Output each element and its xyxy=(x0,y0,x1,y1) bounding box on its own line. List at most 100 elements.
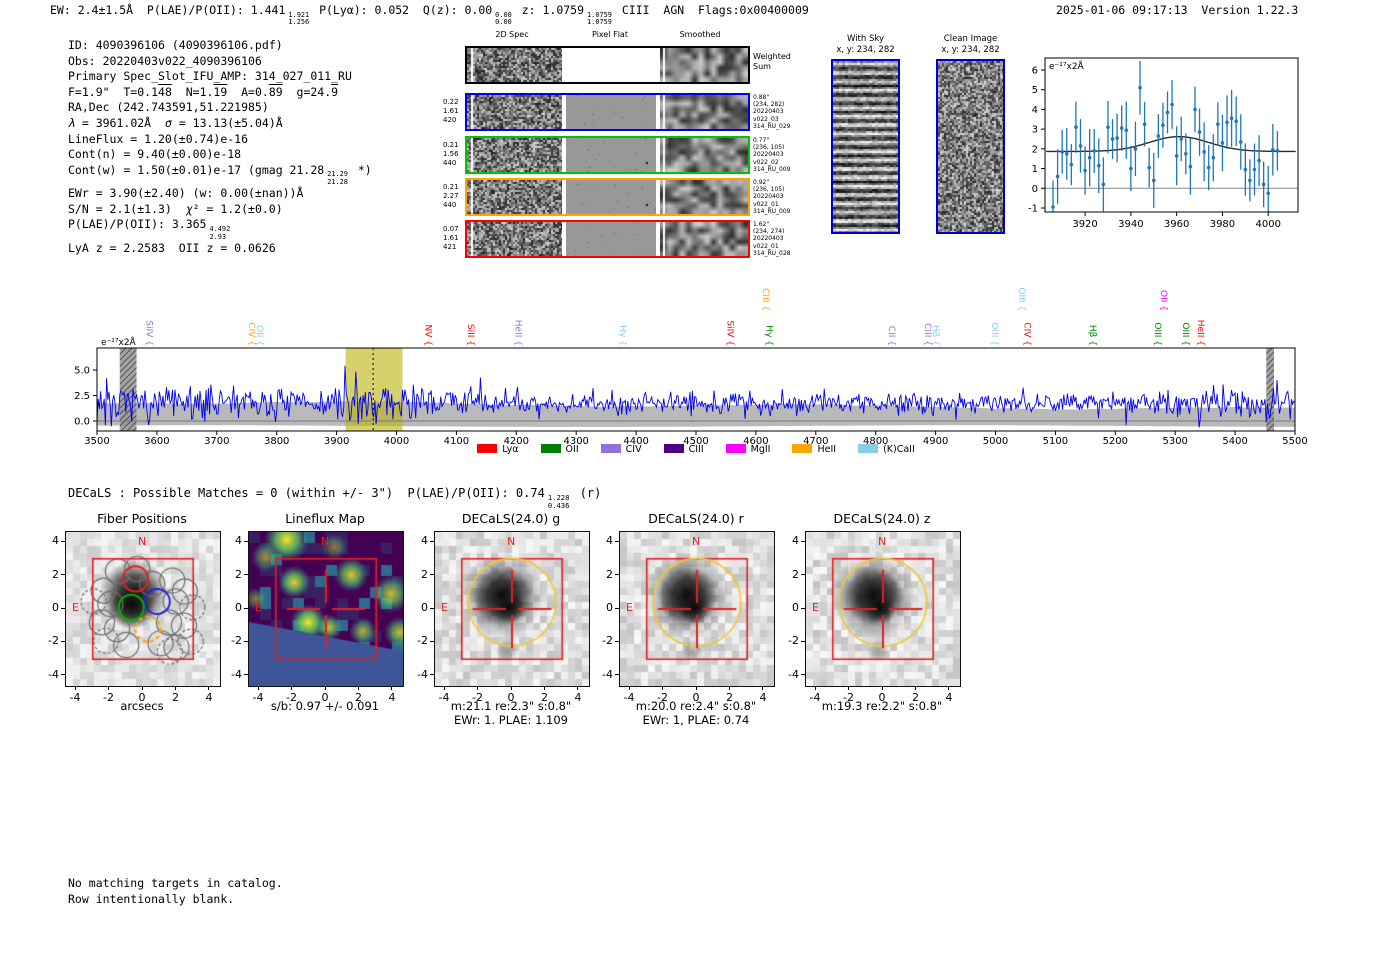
emission-line-label: OII { xyxy=(1158,290,1168,311)
cutout-row-left-labels: 0.22 1.61 420 xyxy=(443,98,459,124)
emission-line-label: Hβ { xyxy=(930,325,940,346)
emission-line-label: CIII { xyxy=(760,288,770,311)
sky-panel-coords: x, y: 234, 282 xyxy=(941,45,1000,55)
emission-line-label: OIII { xyxy=(1152,322,1162,346)
y-tick-label: -4 xyxy=(48,667,59,681)
spectrum-x-tick: 3900 xyxy=(324,436,349,447)
panel-image xyxy=(434,531,590,687)
panel-image xyxy=(619,531,775,687)
spectrum-x-tick: 4800 xyxy=(863,436,888,447)
x-tick-label: -2 xyxy=(472,691,483,704)
header-timestamp-version: 2025-01-06 09:17:13 Version 1.22.3 xyxy=(1056,3,1298,17)
x-tick-label: -2 xyxy=(103,691,114,704)
footer-line-2: Row intentionally blank. xyxy=(68,891,235,906)
cutout-row-3 xyxy=(465,178,750,216)
y-tick-label: 0 xyxy=(421,601,428,614)
cutout-row-2 xyxy=(465,136,750,174)
compass-north-label: N xyxy=(692,535,701,548)
y-tick xyxy=(801,574,805,576)
y-tick xyxy=(430,540,434,542)
header-summary-line: EW: 2.4±1.5Å P(LAE)/P(OII): 1.441 1.921 1.… xyxy=(50,3,809,27)
emission-line-label: SiIV { xyxy=(144,320,154,346)
y-tick xyxy=(615,640,619,642)
x-tick-label: -4 xyxy=(809,691,821,704)
spectrum-x-tick: 4000 xyxy=(384,436,409,447)
x-tick-label: -4 xyxy=(252,691,264,704)
panel-title: DECaLS(24.0) z xyxy=(833,511,931,526)
weighted-sum-label: Weighted Sum xyxy=(753,52,791,71)
info-line-1: ID: 4090396106 (4090396106.pdf) xyxy=(68,38,283,52)
x-tick-label: -2 xyxy=(657,691,668,704)
legend-item: Lyα xyxy=(477,444,519,455)
cutout-row-right-labels: 0.92" (236, 105) 20220403 v022_01 314_RU… xyxy=(753,179,791,215)
x-tick xyxy=(848,686,850,690)
y-tick-label: 4 xyxy=(606,534,613,548)
y-tick xyxy=(244,640,248,642)
panel-caption-2: EWr: 1. PLAE: 1.109 xyxy=(454,713,568,727)
emission-line-label: SiIV { xyxy=(725,320,735,346)
panel-title: Fiber Positions xyxy=(97,511,187,526)
x-tick xyxy=(543,686,545,690)
panel-title: DECaLS(24.0) g xyxy=(461,511,561,526)
sky-panel-coords: x, y: 234, 282 xyxy=(836,45,895,55)
cutout-row-left-labels: 0.21 1.56 440 xyxy=(443,141,459,167)
y-tick-label: 5 xyxy=(1032,85,1038,96)
y-tick xyxy=(615,674,619,676)
x-tick-label: 4 xyxy=(205,691,213,704)
cutout-row-left-labels: 0.21 2.27 440 xyxy=(443,183,459,209)
y-tick xyxy=(430,640,434,642)
x-tick xyxy=(695,686,697,690)
source-info-block: ID: 4090396106 (4090396106.pdf) Obs: 2022… xyxy=(68,38,372,257)
y-tick-label: -4 xyxy=(417,667,428,681)
spectrum-x-tick: 5500 xyxy=(1282,436,1307,447)
x-tick xyxy=(510,686,512,690)
y-tick xyxy=(244,607,248,609)
emission-line-label: HeII { xyxy=(513,320,523,346)
emission-line-label: OIII { xyxy=(1180,322,1190,346)
x-tick xyxy=(762,686,764,690)
spectrum-x-tick: 5200 xyxy=(1103,436,1128,447)
spectrum-x-tick: 3800 xyxy=(264,436,289,447)
cutout-row-right-labels: 1.62" (234, 274) 20220403 v022_01 314_RU… xyxy=(753,221,791,257)
y-tick-label: -2 xyxy=(231,634,242,648)
emission-line-label: CIV { xyxy=(246,322,256,346)
legend-label: Lyα xyxy=(502,444,519,455)
cutout-column-title: Pixel Flat xyxy=(592,30,628,39)
spectrum-x-tick: 5300 xyxy=(1162,436,1187,447)
compass-east-label: E xyxy=(812,601,819,614)
x-tick xyxy=(257,686,259,690)
sky-panel-title: Clean Image xyxy=(943,34,998,44)
compass-east-label: E xyxy=(626,601,633,614)
x-tick xyxy=(814,686,816,690)
x-tick-label: 0 xyxy=(692,691,700,704)
emission-line-label: Hγ { xyxy=(764,325,774,346)
y-tick-label: -2 xyxy=(788,634,799,648)
y-tick xyxy=(801,607,805,609)
x-tick-label: 4 xyxy=(945,691,953,704)
x-tick xyxy=(208,686,210,690)
catalog-match-line: DECaLS : Possible Matches = 0 (within +/… xyxy=(68,486,602,510)
info-line-2: Obs: 20220403v022_4090396106 xyxy=(68,53,262,68)
spectrum-x-tick: 3600 xyxy=(144,436,169,447)
legend-label: CIV xyxy=(625,444,642,455)
sky-panel-image xyxy=(831,59,900,234)
x-tick xyxy=(141,686,143,690)
cutout-row-0 xyxy=(465,46,750,84)
emission-line-label: CII { xyxy=(886,326,896,346)
spectrum-legend: Lyα OII CIV CIII MgII HeII (K)CaII xyxy=(97,444,1295,455)
spectrum-x-tick: 5000 xyxy=(983,436,1008,447)
x-tick-label: 4 xyxy=(388,691,396,704)
info-line-8: Cont(n) = 9.40(±0.00)e-18 xyxy=(68,147,242,162)
y-tick-label: 4 xyxy=(421,534,428,548)
panel-caption: s/b: 0.97 +/- 0.091 xyxy=(270,699,380,713)
cutout-row-right-labels: 0.77" (236, 105) 20220403 v022_02 314_RU… xyxy=(753,137,791,173)
compass-north-label: N xyxy=(138,535,147,548)
legend-swatch xyxy=(858,444,879,453)
emission-line-label: CIV { xyxy=(1021,322,1031,346)
spectrum-x-tick: 3500 xyxy=(84,436,109,447)
emission-line-label: OII { xyxy=(254,325,264,346)
info-line-11: S/N = 2.1(±1.3) χ² = 1.2(±0.0) xyxy=(68,201,283,216)
cutout-row-left-labels: 0.07 1.61 421 xyxy=(443,225,459,251)
x-tick-label: -4 xyxy=(438,691,450,704)
legend-item: HeII xyxy=(792,444,836,455)
